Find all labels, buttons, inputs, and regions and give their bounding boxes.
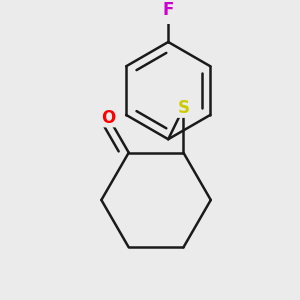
Text: S: S: [177, 99, 189, 117]
Text: F: F: [163, 1, 174, 19]
Text: O: O: [101, 109, 116, 127]
